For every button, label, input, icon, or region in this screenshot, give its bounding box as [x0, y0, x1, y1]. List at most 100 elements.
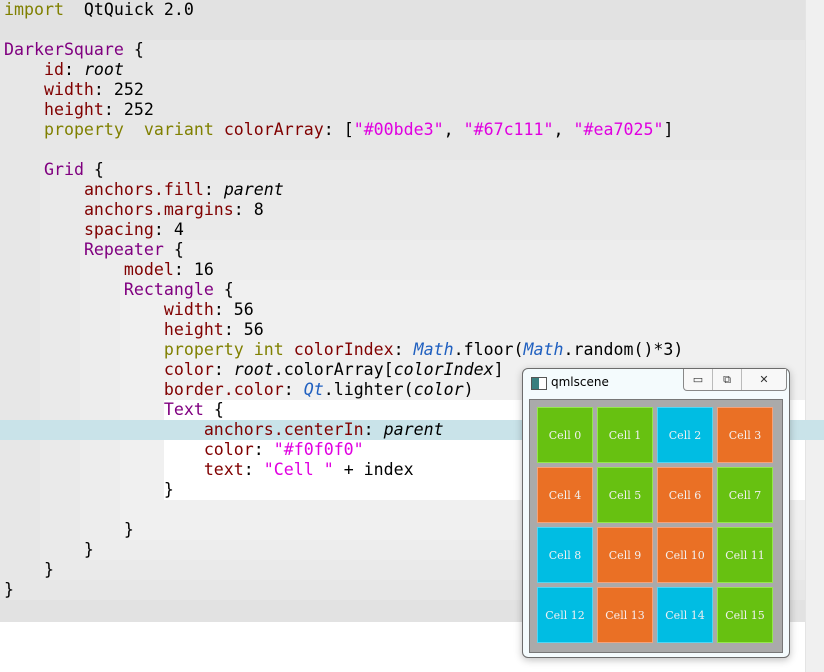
grid-cell: Cell 5 [597, 467, 653, 523]
maximize-button[interactable]: ⧉ [713, 369, 742, 390]
code-token: "#67c111" [463, 120, 554, 139]
code-line: } [4, 480, 174, 500]
code-token: { [163, 240, 184, 259]
code-token: ] [493, 360, 504, 379]
code-token: colorArray [223, 120, 324, 139]
minimize-button[interactable]: ▭ [684, 369, 713, 390]
code-token: : 252 [103, 100, 154, 119]
code-token: : [ [323, 120, 354, 139]
code-token: : [283, 380, 304, 399]
code-token: width [43, 80, 94, 99]
code-token: { [123, 40, 144, 59]
code-line: color: "#f0f0f0" [4, 440, 364, 460]
code-token: "#00bde3" [353, 120, 444, 139]
grid-cell: Cell 1 [597, 407, 653, 463]
code-line: width: 56 [4, 300, 254, 320]
scrollbar[interactable] [805, 0, 824, 672]
code-token: .floor( [453, 340, 524, 359]
code-line: DarkerSquare { [4, 40, 144, 60]
code-token [4, 180, 84, 199]
code-token: QtQuick 2.0 [63, 0, 194, 19]
code-token: , [553, 120, 574, 139]
code-token [4, 100, 44, 119]
grid-cell: Cell 8 [537, 527, 593, 583]
code-token: color [413, 380, 464, 399]
grid-cell: Cell 3 [717, 407, 773, 463]
code-token: : 56 [213, 300, 254, 319]
code-line: id: root [4, 60, 124, 80]
code-token [4, 420, 204, 439]
code-token: model [123, 260, 174, 279]
code-line: width: 252 [4, 80, 144, 100]
code-token: parent [223, 180, 284, 199]
code-token: : 252 [93, 80, 144, 99]
code-token: ) [463, 380, 474, 399]
code-token: "Cell " [263, 460, 334, 479]
code-token: DarkerSquare [4, 40, 124, 59]
code-token: import [4, 0, 64, 19]
code-token: height [43, 100, 104, 119]
code-token: "#ea7025" [573, 120, 664, 139]
close-button[interactable]: ✕ [759, 373, 769, 386]
code-token: colorIndex [393, 360, 494, 379]
code-token: height [163, 320, 224, 339]
code-token: : [203, 180, 224, 199]
code-line: spacing: 4 [4, 220, 184, 240]
code-token: : [63, 60, 84, 79]
grid-cell: Cell 11 [717, 527, 773, 583]
code-token: Rectangle [123, 280, 214, 299]
code-token: parent [383, 420, 444, 439]
grid-cell: Cell 10 [657, 527, 713, 583]
grid-cell: Cell 9 [597, 527, 653, 583]
code-editor[interactable] [0, 0, 805, 622]
code-token: color [203, 440, 254, 459]
code-line: border.color: Qt.lighter(color) [4, 380, 474, 400]
code-line: } [4, 540, 94, 560]
code-token: : 56 [223, 320, 264, 339]
code-token [4, 160, 44, 179]
code-line: height: 252 [4, 100, 154, 120]
code-token: { [203, 400, 224, 419]
code-token [4, 360, 164, 379]
grid-cell: Cell 7 [717, 467, 773, 523]
code-token: + index [333, 460, 414, 479]
code-token: "#f0f0f0" [273, 440, 364, 459]
grid-cell: Cell 6 [657, 467, 713, 523]
grid-cell: Cell 0 [537, 407, 593, 463]
code-token: ] [663, 120, 674, 139]
code-line: import QtQuick 2.0 [4, 0, 194, 20]
code-line: height: 56 [4, 320, 264, 340]
code-token: : [393, 340, 414, 359]
code-token: } [4, 560, 54, 579]
code-token: anchors.centerIn [203, 420, 364, 439]
code-line: anchors.margins: 8 [4, 200, 264, 220]
code-token [4, 480, 164, 499]
grid-cell: Cell 13 [597, 587, 653, 643]
code-token [4, 320, 164, 339]
code-token: text [203, 460, 244, 479]
code-token: } [163, 480, 174, 499]
code-line: anchors.fill: parent [4, 180, 284, 200]
code-token [4, 440, 204, 459]
code-line: Repeater { [4, 240, 184, 260]
code-line: model: 16 [4, 260, 214, 280]
code-token [214, 120, 224, 139]
code-token: : 8 [233, 200, 264, 219]
code-token: color [163, 360, 214, 379]
code-line: property int colorIndex: Math.floor(Math… [4, 340, 684, 360]
grid-cell: Cell 2 [657, 407, 713, 463]
app-icon [531, 377, 547, 390]
code-token: : [253, 440, 274, 459]
code-line: anchors.centerIn: parent [4, 420, 444, 440]
code-line: } [4, 560, 54, 580]
grid-cell: Cell 4 [537, 467, 593, 523]
code-token [4, 120, 44, 139]
code-token: width [163, 300, 214, 319]
code-token [4, 400, 164, 419]
code-token: Text [163, 400, 204, 419]
code-token: root [83, 60, 124, 79]
code-token: colorIndex [293, 340, 394, 359]
code-token [4, 460, 204, 479]
code-token [4, 80, 44, 99]
